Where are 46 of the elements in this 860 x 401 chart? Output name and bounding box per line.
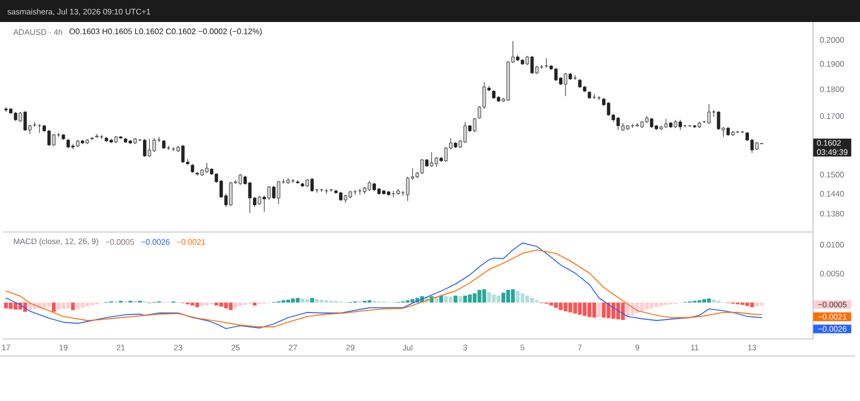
y-tick-label: 0.0100: [820, 242, 844, 248]
x-tick-label: 23: [174, 344, 182, 350]
text: −0.0021: [818, 314, 846, 320]
bar: [52, 302, 56, 312]
annotation: −0.0026: [141, 239, 170, 245]
x-tick-label: 17: [2, 344, 10, 350]
annotation: −0.0005: [106, 239, 134, 245]
x-tick-label: 29: [346, 344, 354, 350]
x-tick-label: 19: [60, 344, 68, 350]
x-tick-label: 3: [463, 344, 467, 350]
text: 0.1602: [817, 140, 841, 146]
bar: [252, 302, 257, 306]
x-tick-label: 5: [520, 344, 524, 350]
bar: [310, 298, 314, 303]
x-tick-label: 13: [748, 344, 756, 350]
text: ADAUSD · 4h: [13, 29, 62, 35]
text: O0.1603 H0.1605 L0.1602 C0.1602 −0.0002 (−0.12%): [70, 28, 262, 36]
text: −0.0005: [818, 302, 847, 308]
x-tick-label: 11: [691, 344, 698, 350]
bar: [458, 296, 462, 303]
candlestick: [707, 104, 711, 124]
x-tick-label: 21: [116, 344, 125, 350]
candlestick: [597, 96, 601, 100]
x-tick-label: Jul: [402, 344, 412, 351]
y-tick-label: 0.1900: [820, 61, 844, 67]
x-tick-label: 7: [578, 344, 582, 350]
candlestick: [190, 164, 194, 174]
text: MACD (close, 12, 26, 9): [14, 238, 98, 246]
x-tick-label: 25: [231, 344, 240, 350]
y-tick-label: 0.1500: [820, 172, 844, 178]
text: −0.0026: [818, 326, 846, 332]
annotation: −0.0021: [176, 239, 206, 245]
text: 03:49:39: [817, 149, 848, 155]
y-tick-label: 0.1440: [820, 190, 844, 197]
bar: [597, 302, 601, 318]
y-tick-label: 0.2000: [820, 37, 844, 43]
y-tick-label: 0.1700: [820, 113, 844, 119]
y-tick-label: 0.0050: [820, 270, 844, 276]
y-tick-label: 0.1800: [820, 86, 844, 92]
y-tick-label: 0.1380: [820, 210, 844, 217]
x-tick-label: 27: [288, 344, 297, 350]
bar: [71, 302, 75, 310]
text: sasmaishera, Jul 13, 2026 09:10 UTC+1: [8, 8, 150, 16]
x-tick-label: 9: [635, 344, 640, 350]
bar: [454, 296, 458, 303]
bar: [434, 297, 438, 303]
